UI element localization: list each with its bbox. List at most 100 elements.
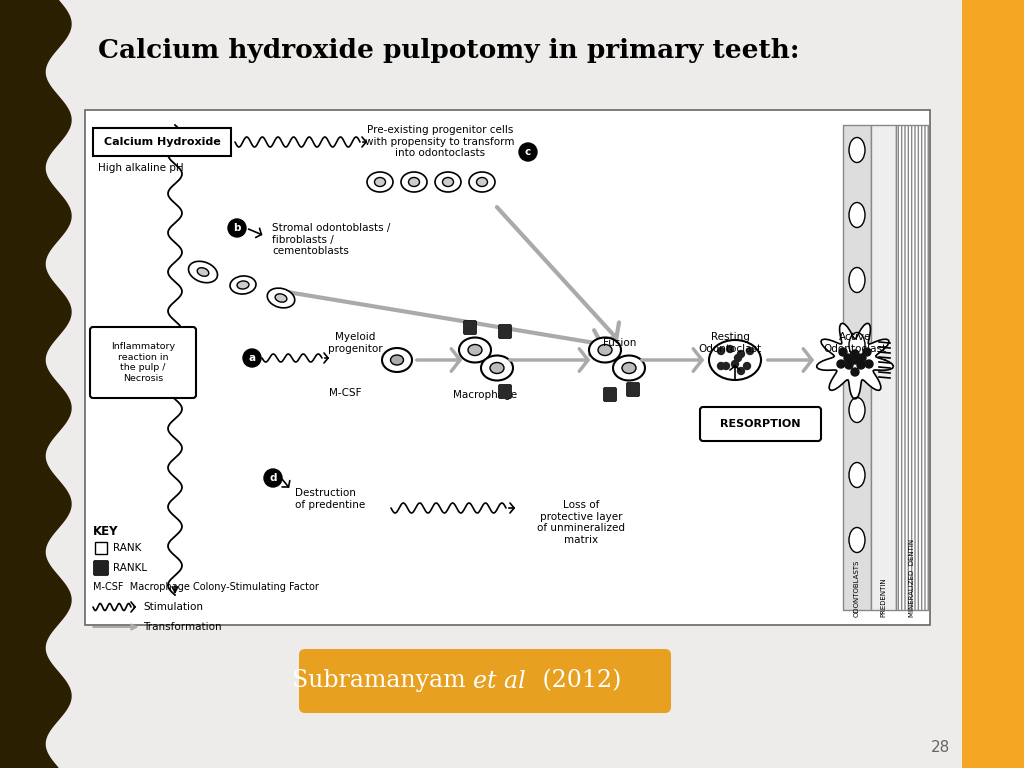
Ellipse shape <box>442 177 454 187</box>
Ellipse shape <box>367 172 393 192</box>
Bar <box>843 125 871 610</box>
Ellipse shape <box>275 294 287 302</box>
Ellipse shape <box>622 362 636 373</box>
FancyBboxPatch shape <box>90 327 196 398</box>
Text: MINERALIZED  DENTIN: MINERALIZED DENTIN <box>909 539 915 617</box>
Text: c: c <box>525 147 531 157</box>
Circle shape <box>718 362 725 369</box>
Circle shape <box>858 354 866 362</box>
Text: Stimulation: Stimulation <box>143 602 203 612</box>
Ellipse shape <box>598 345 612 356</box>
Text: Resting
Odontoclast: Resting Odontoclast <box>698 332 762 353</box>
Bar <box>871 125 896 610</box>
Text: Transformation: Transformation <box>143 622 221 632</box>
Ellipse shape <box>401 172 427 192</box>
Text: High alkaline pH: High alkaline pH <box>98 163 183 173</box>
Text: Myeloid
progenitor: Myeloid progenitor <box>328 332 382 353</box>
Text: RANKL: RANKL <box>113 563 147 573</box>
Text: RANK: RANK <box>113 543 141 553</box>
Polygon shape <box>817 323 893 399</box>
Text: Calcium hydroxide pulpotomy in primary teeth:: Calcium hydroxide pulpotomy in primary t… <box>98 38 800 63</box>
Text: et al: et al <box>473 670 525 693</box>
Text: KEY: KEY <box>93 525 119 538</box>
Ellipse shape <box>267 288 295 308</box>
Ellipse shape <box>849 137 865 163</box>
Ellipse shape <box>849 462 865 488</box>
Text: RESORPTION: RESORPTION <box>720 419 800 429</box>
Text: Inflammatory
reaction in
the pulp /
Necrosis: Inflammatory reaction in the pulp / Necr… <box>111 343 175 382</box>
Ellipse shape <box>849 203 865 227</box>
Circle shape <box>851 356 859 364</box>
Circle shape <box>863 348 871 356</box>
Circle shape <box>837 360 845 368</box>
Ellipse shape <box>435 172 461 192</box>
Ellipse shape <box>481 356 513 380</box>
FancyBboxPatch shape <box>299 649 671 713</box>
Circle shape <box>746 347 754 355</box>
Circle shape <box>726 346 733 353</box>
Bar <box>95 542 106 554</box>
Ellipse shape <box>198 268 209 276</box>
Text: Active
Odontoclast: Active Odontoclast <box>823 332 887 353</box>
Circle shape <box>718 347 725 355</box>
Text: b: b <box>233 223 241 233</box>
Text: 28: 28 <box>931 740 949 756</box>
Text: Subramanyam: Subramanyam <box>292 670 473 693</box>
Polygon shape <box>0 0 71 768</box>
Circle shape <box>734 355 741 362</box>
Ellipse shape <box>237 281 249 289</box>
FancyArrow shape <box>93 624 137 630</box>
Circle shape <box>243 349 261 367</box>
Circle shape <box>743 362 751 369</box>
Circle shape <box>737 350 744 357</box>
Text: M-CSF  Macrophage Colony-Stimulating Factor: M-CSF Macrophage Colony-Stimulating Fact… <box>93 582 318 592</box>
Ellipse shape <box>409 177 420 187</box>
Text: Loss of
protective layer
of unmineralized
matrix: Loss of protective layer of unmineralize… <box>537 500 625 545</box>
Text: ODONTOBLASTS: ODONTOBLASTS <box>854 560 860 617</box>
Text: d: d <box>269 473 276 483</box>
Ellipse shape <box>709 340 761 380</box>
Circle shape <box>731 360 738 368</box>
FancyBboxPatch shape <box>627 382 640 396</box>
FancyBboxPatch shape <box>93 561 109 575</box>
Text: Fusion: Fusion <box>603 338 637 348</box>
Text: Pre-existing progenitor cells
with propensity to transform
into odontoclasts: Pre-existing progenitor cells with prope… <box>366 125 515 158</box>
Text: a: a <box>249 353 256 363</box>
Ellipse shape <box>468 345 482 356</box>
Ellipse shape <box>589 337 621 362</box>
Text: M-CSF: M-CSF <box>329 388 361 398</box>
Text: PREDENTIN: PREDENTIN <box>880 578 886 617</box>
Ellipse shape <box>849 398 865 422</box>
Ellipse shape <box>375 177 385 187</box>
Circle shape <box>851 350 859 358</box>
Circle shape <box>844 354 852 362</box>
FancyBboxPatch shape <box>499 325 512 339</box>
Bar <box>896 125 928 610</box>
Circle shape <box>228 219 246 237</box>
Circle shape <box>723 362 729 369</box>
Ellipse shape <box>849 528 865 552</box>
FancyBboxPatch shape <box>499 385 512 399</box>
Circle shape <box>839 348 847 356</box>
Circle shape <box>865 360 873 368</box>
Circle shape <box>845 361 853 369</box>
Ellipse shape <box>390 355 403 365</box>
Text: Calcium Hydroxide: Calcium Hydroxide <box>103 137 220 147</box>
FancyBboxPatch shape <box>464 320 476 335</box>
FancyBboxPatch shape <box>700 407 821 441</box>
Text: (2012): (2012) <box>535 670 622 693</box>
FancyBboxPatch shape <box>603 388 616 402</box>
Ellipse shape <box>469 172 495 192</box>
Ellipse shape <box>230 276 256 294</box>
Circle shape <box>857 361 865 369</box>
Ellipse shape <box>188 261 217 283</box>
Ellipse shape <box>613 356 645 380</box>
Circle shape <box>519 143 537 161</box>
Circle shape <box>851 368 859 376</box>
Ellipse shape <box>849 333 865 357</box>
Bar <box>85 110 930 625</box>
Ellipse shape <box>382 348 412 372</box>
Text: Stromal odontoblasts /
fibroblasts /
cementoblasts: Stromal odontoblasts / fibroblasts / cem… <box>272 223 390 257</box>
Text: Macrophage: Macrophage <box>453 390 517 400</box>
Ellipse shape <box>490 362 504 373</box>
